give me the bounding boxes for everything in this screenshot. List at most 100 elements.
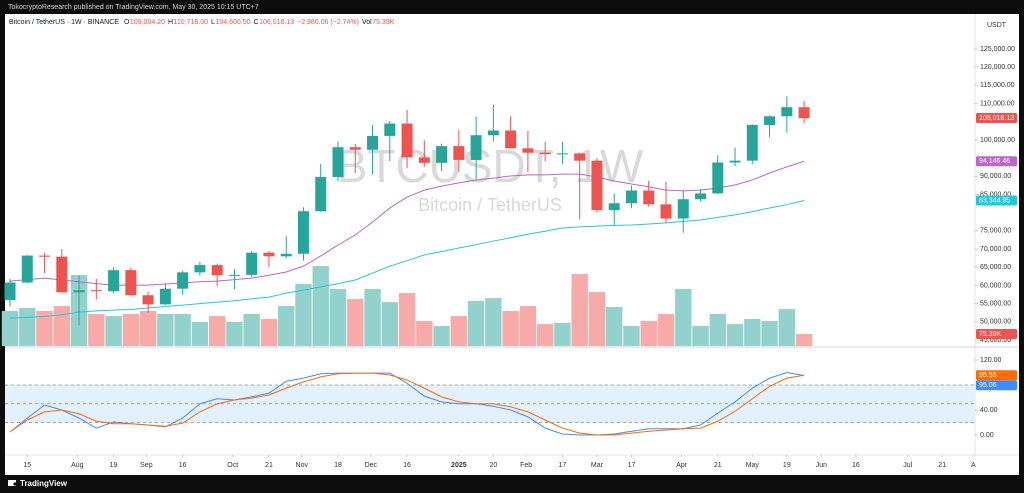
price-unit: USDT [987,22,1007,29]
candle-body [764,116,776,126]
candle-body [522,148,534,153]
candle-body [384,123,396,136]
volume-bar [657,314,675,346]
candle-body [712,162,724,194]
logo-mark [8,480,16,486]
publish-header: TokocryptoResearch published on TradingV… [8,4,259,11]
y-tick-label: 55,000.00 [980,300,1011,307]
candle-body [436,146,448,163]
x-tick-label: Jul [903,462,912,469]
candle-body [263,252,275,257]
x-tick-label: Sep [140,462,153,469]
y-tick-label: 50,000.00 [980,319,1011,326]
x-tick-label: 17 [559,462,567,469]
volume-bar [433,325,450,346]
volume-bar [174,314,191,346]
x-tick-label: Mar [591,462,604,469]
volume-bar [364,289,381,346]
legend-value: −2,986.06 (−2.74%) [297,19,359,26]
candle-body [781,107,793,117]
candle-body [677,199,689,219]
x-tick-label: May [746,462,760,469]
volume-bar [692,325,709,346]
volume-bar [157,314,174,346]
x-tick-label: Jun [816,462,827,469]
candle-body [297,211,309,254]
last-value-label: 95.06 [979,382,997,389]
candle-body [660,204,672,219]
x-tick-label: 18 [334,462,342,469]
legend-value: 104,600.50 [215,19,250,26]
volume-bar [1,310,19,346]
volume-bar [295,283,312,346]
candle-body [56,256,68,293]
logo-dot [13,482,17,486]
y-tick-label: 75,000.00 [980,228,1011,235]
volume-bar [243,314,260,346]
watermark-subtitle: Bitcoin / TetherUS [418,195,562,215]
x-tick-label: 16 [179,462,187,469]
volume-bar [536,324,554,346]
x-tick-label: 15 [23,462,31,469]
x-tick-label: 2025 [451,462,467,469]
candle-body [4,282,16,300]
candle-body [39,255,51,257]
y-tick-label: 70,000.00 [980,246,1011,253]
legend-label: L [211,19,215,26]
x-tick-label: 17 [628,462,636,469]
candle-body [574,153,586,161]
x-tick-label: Apr [676,462,688,469]
volume-bar [122,314,140,346]
last-value-badge [976,329,1017,340]
y-tick-label: 85,000.00 [980,191,1011,198]
y-tick-label: 45,000.00 [980,337,1011,344]
volume-bar [278,306,295,346]
candle-body [591,160,603,211]
x-tick-label: 16 [852,462,860,469]
tv-logo [8,480,17,486]
x-tick-label: Aug [71,462,84,469]
volume-bar [726,324,744,346]
volume-bar [347,299,364,346]
candle-body [21,255,33,283]
candle-body [332,147,344,178]
candle-body [349,147,361,150]
candle-body [453,146,465,160]
y-tick-label: 65,000.00 [980,264,1011,271]
candle-body [125,270,137,296]
y-tick-label: 125,000.00 [980,46,1015,53]
volume-bar [502,310,519,346]
x-tick-label: Feb [520,462,532,469]
x-tick-label: 20 [489,462,497,469]
volume-bar [744,318,761,346]
volume-bar [260,318,278,346]
candle-body [228,274,240,276]
last-value-label: 106,018.13 [979,115,1014,122]
footer-brand: TradingView [20,479,68,488]
legend-value: 110,718.00 [174,19,209,26]
volume-bar [606,307,623,346]
last-value-badge [976,113,1017,124]
volume-bar [416,321,433,346]
volume-bar [640,321,657,346]
candle-body [315,177,327,212]
y-tick-label: 60,000.00 [980,282,1011,289]
volume-bar [795,334,813,346]
y-tick-label: 120,000.00 [980,64,1015,71]
candle-body [194,265,206,273]
x-tick-label: A [971,462,976,469]
x-tick-label: Oct [227,462,238,469]
volume-bar [226,321,243,346]
x-tick-label: 21 [265,462,273,469]
volume-bar [675,289,692,346]
candle-body [246,252,258,275]
candle-body [401,123,413,158]
last-value-label: 94,146.46 [979,158,1010,165]
y-tick-label: 0.00 [980,432,994,439]
candle-body [608,203,620,211]
candle-body [108,270,120,292]
volume-bar [398,292,416,346]
last-value-badge [976,380,1017,391]
legend-label: Vol [362,19,372,26]
